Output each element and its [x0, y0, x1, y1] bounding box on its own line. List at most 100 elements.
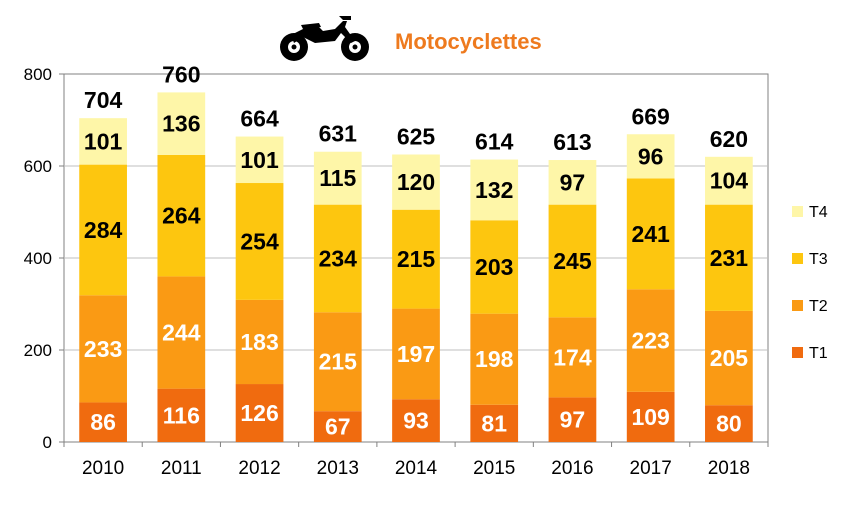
data-label-t1: 93 [403, 408, 429, 434]
legend-swatch-t4 [792, 206, 803, 217]
motorcycle-icon [280, 16, 369, 61]
bar-segment-t4 [705, 156, 753, 205]
data-label-t1: 126 [240, 400, 278, 426]
chart-title-group: Motocyclettes [280, 16, 542, 61]
data-label-t4: 120 [397, 169, 435, 195]
total-labels: 704 760 664 631 625 614 613 669 620 [84, 61, 748, 155]
y-tick-label: 400 [24, 249, 52, 268]
bar-segment-t3 [392, 209, 440, 309]
bar-segment-t3 [235, 183, 284, 300]
bar-segment-t1 [157, 388, 206, 442]
data-label-t1: 67 [325, 414, 351, 440]
data-label-t3: 203 [475, 254, 513, 280]
bar-segment-t1 [392, 399, 440, 442]
total-label: 631 [319, 121, 358, 147]
bars [79, 92, 753, 442]
data-label-t2: 223 [631, 328, 669, 354]
bar-segment-t1 [313, 411, 362, 442]
bar-segment-t1 [235, 384, 284, 442]
data-label-t1: 81 [481, 410, 507, 436]
y-tick-label: 0 [43, 433, 52, 452]
x-tick-label: 2018 [708, 458, 750, 479]
segment-labels: 86 233 284 101 116 244 264 136 126 183 254 101 67 215… [84, 111, 748, 440]
x-tick-label: 2017 [630, 458, 672, 479]
bar-segment-t1 [626, 391, 675, 442]
data-label-t3: 245 [553, 248, 592, 274]
data-label-t3: 254 [240, 228, 279, 254]
bar-segment-t3 [157, 154, 206, 277]
bar-segment-t4 [470, 159, 519, 221]
plot-area: 0 200 400 600 800 86 233 284 101 116 244 264 136 126… [24, 61, 769, 479]
bar-segment-t3 [626, 178, 675, 290]
legend-label-t4: T4 [809, 204, 828, 221]
data-label-t2: 174 [553, 344, 592, 370]
total-label: 613 [553, 129, 591, 155]
x-tick-label: 2012 [238, 458, 280, 479]
x-tick-label: 2010 [82, 458, 124, 479]
data-label-t4: 132 [475, 177, 513, 203]
bar-segment-t2 [235, 299, 284, 385]
data-label-t2: 233 [84, 336, 122, 362]
legend-swatch-t1 [792, 347, 803, 358]
legend-swatch-t3 [792, 253, 803, 264]
data-label-t3: 241 [631, 221, 670, 247]
bar-segment-t2 [626, 289, 675, 392]
bar-segment-t2 [470, 313, 519, 405]
data-label-t1: 86 [90, 409, 116, 435]
bar-segment-t3 [470, 220, 519, 314]
legend-label-t3: T3 [809, 251, 828, 268]
x-tick-label: 2014 [395, 458, 438, 479]
x-tick-label: 2011 [161, 458, 202, 479]
y-tick-label: 600 [24, 157, 52, 176]
data-label-t4: 136 [162, 111, 200, 137]
data-label-t3: 234 [319, 245, 358, 271]
data-label-t4: 115 [319, 165, 356, 191]
bar-segment-t4 [235, 136, 284, 184]
bar-segment-t2 [313, 312, 362, 412]
bar-segment-t4 [392, 154, 440, 210]
data-label-t2: 197 [397, 341, 435, 367]
bar-segment-t4 [157, 92, 206, 155]
data-label-t3: 231 [710, 245, 749, 271]
total-label: 760 [162, 61, 200, 87]
bar-segment-t1 [548, 397, 597, 442]
y-tick-label: 800 [24, 65, 52, 84]
total-label: 614 [475, 129, 514, 155]
total-label: 704 [84, 87, 123, 113]
bar-segment-t1 [705, 405, 753, 442]
bar-segment-t3 [79, 164, 127, 296]
data-label-t4: 104 [710, 168, 749, 194]
bar-segment-t2 [157, 276, 206, 389]
bar-segment-t3 [548, 204, 597, 318]
x-axis-ticks: 2010 2011 2012 2013 2014 2015 2016 2017 2018 [63, 442, 769, 479]
chart-title: Motocyclettes [395, 29, 542, 54]
total-label: 669 [631, 103, 669, 129]
data-label-t4: 101 [84, 128, 123, 154]
y-axis-ticks: 0 200 400 600 800 [24, 65, 64, 452]
y-tick-label: 200 [24, 341, 52, 360]
data-label-t3: 215 [397, 246, 436, 272]
bar-segment-t3 [705, 204, 753, 311]
data-label-t1: 116 [163, 402, 200, 428]
data-label-t1: 109 [631, 404, 669, 430]
bar-segment-t4 [313, 151, 362, 205]
bar-segment-t2 [392, 308, 440, 400]
data-label-t4: 97 [560, 169, 586, 195]
data-label-t2: 215 [319, 349, 358, 375]
x-tick-label: 2013 [317, 458, 359, 479]
data-label-t1: 80 [716, 411, 742, 437]
bar-segment-t2 [548, 317, 597, 398]
data-label-t1: 97 [560, 407, 586, 433]
bar-segment-t2 [79, 295, 127, 403]
x-tick-label: 2016 [551, 458, 593, 479]
bar-segment-t1 [470, 404, 519, 442]
legend-label-t2: T2 [809, 298, 828, 315]
bar-segment-t1 [79, 402, 127, 442]
bar-segment-t3 [313, 204, 362, 313]
bar-segment-t4 [626, 134, 675, 179]
data-label-t2: 244 [162, 320, 201, 346]
bar-segment-t2 [705, 310, 753, 406]
total-label: 625 [397, 124, 436, 150]
data-label-t4: 96 [638, 143, 664, 169]
